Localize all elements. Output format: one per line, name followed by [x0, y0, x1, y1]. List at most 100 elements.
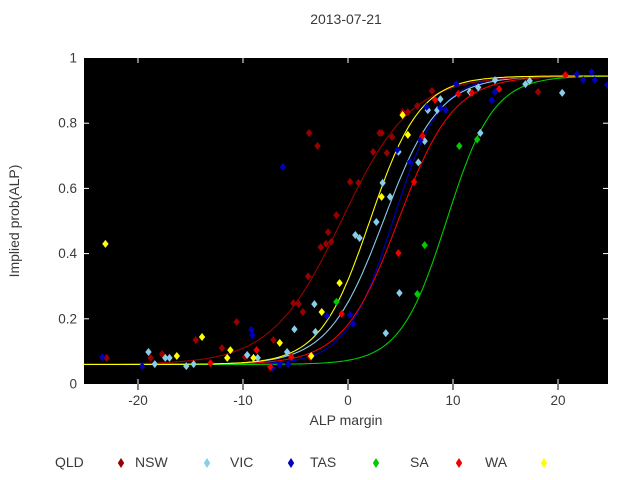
- point-qld: [346, 177, 354, 186]
- point-qld: [147, 353, 154, 362]
- point-sa: [410, 177, 418, 186]
- point-nsw: [386, 192, 394, 201]
- point-vic: [394, 145, 401, 154]
- point-sa: [267, 363, 274, 372]
- point-vic: [452, 80, 460, 89]
- x-tick-label: 10: [445, 393, 460, 408]
- point-vic: [406, 157, 414, 166]
- point-sa: [431, 96, 439, 105]
- point-sa: [253, 346, 260, 355]
- y-tick-label: 0.6: [58, 181, 77, 196]
- point-nsw: [352, 231, 359, 240]
- point-qld: [295, 300, 302, 309]
- legend-label-vic: VIC: [230, 454, 254, 470]
- point-nsw: [477, 128, 484, 137]
- point-nsw: [437, 95, 444, 104]
- point-qld: [333, 211, 340, 220]
- point-sa: [288, 352, 295, 361]
- point-vic: [442, 106, 449, 115]
- point-wa: [308, 351, 315, 360]
- point-qld: [314, 142, 321, 151]
- point-qld: [428, 86, 436, 95]
- legend-marker-vic: [287, 458, 295, 468]
- x-tick-label: 20: [550, 393, 565, 408]
- point-wa: [378, 192, 385, 201]
- point-wa: [318, 307, 325, 316]
- point-wa: [399, 111, 406, 120]
- point-nsw: [526, 76, 533, 85]
- legend-label-nsw: NSW: [135, 454, 168, 470]
- point-sa: [419, 131, 426, 140]
- point-wa: [404, 130, 412, 139]
- point-nsw: [283, 348, 291, 357]
- point-vic: [276, 361, 283, 370]
- point-vic: [346, 310, 354, 319]
- point-wa: [336, 278, 343, 287]
- point-nsw: [183, 362, 190, 371]
- point-vic: [573, 70, 581, 79]
- point-vic: [488, 96, 496, 105]
- point-sa: [395, 248, 402, 257]
- point-nsw: [356, 233, 363, 242]
- point-vic: [323, 311, 331, 320]
- legend-marker-sa: [455, 458, 463, 468]
- y-tick-label: 0: [69, 377, 77, 392]
- point-nsw: [162, 353, 169, 362]
- point-tas: [456, 142, 463, 151]
- point-qld: [305, 128, 313, 137]
- x-tick-label: 0: [344, 393, 352, 408]
- legend-marker-nsw: [203, 458, 211, 468]
- point-qld: [103, 353, 110, 362]
- point-vic: [604, 81, 608, 90]
- point-qld: [383, 148, 391, 157]
- point-qld: [233, 318, 240, 327]
- point-wa: [102, 239, 109, 248]
- point-nsw: [291, 325, 298, 334]
- point-qld: [369, 147, 377, 156]
- point-nsw: [190, 360, 197, 369]
- point-qld: [414, 101, 421, 110]
- point-vic: [591, 75, 598, 84]
- y-tick-label: 0.2: [58, 311, 77, 326]
- point-qld: [388, 132, 396, 141]
- x-tick-label: -20: [128, 393, 148, 408]
- y-tick-label: 0.4: [58, 246, 77, 261]
- point-qld: [404, 108, 412, 117]
- point-nsw: [491, 76, 499, 85]
- point-vic: [249, 331, 256, 340]
- point-qld: [304, 272, 312, 281]
- plot-content: [84, 68, 608, 373]
- plot-background: [84, 58, 608, 384]
- point-qld: [534, 87, 542, 96]
- point-nsw: [373, 217, 380, 226]
- point-tas: [473, 135, 481, 144]
- legend-label-qld: QLD: [55, 454, 84, 470]
- legend-marker-qld: [117, 458, 125, 468]
- x-tick-label: -10: [233, 393, 253, 408]
- point-qld: [355, 178, 362, 187]
- y-tick-label: 1: [69, 51, 77, 66]
- point-wa: [227, 346, 234, 355]
- point-nsw: [475, 83, 482, 92]
- point-vic: [437, 103, 444, 112]
- point-nsw: [379, 178, 386, 187]
- fit-curve-qld: [84, 75, 608, 365]
- point-nsw: [243, 350, 251, 359]
- point-nsw: [166, 353, 173, 362]
- point-qld: [218, 344, 226, 353]
- point-nsw: [254, 353, 261, 362]
- y-tick-label: 0.8: [58, 116, 77, 131]
- legend-label-sa: SA: [410, 454, 429, 470]
- point-nsw: [311, 300, 318, 309]
- point-nsw: [559, 88, 566, 97]
- point-nsw: [415, 158, 422, 167]
- x-axis-label: ALP margin: [309, 412, 383, 428]
- point-wa: [198, 333, 206, 342]
- point-nsw: [312, 327, 319, 336]
- point-qld: [317, 243, 324, 252]
- legend-marker-wa: [540, 458, 548, 468]
- point-sa: [496, 84, 503, 93]
- point-qld: [192, 335, 199, 344]
